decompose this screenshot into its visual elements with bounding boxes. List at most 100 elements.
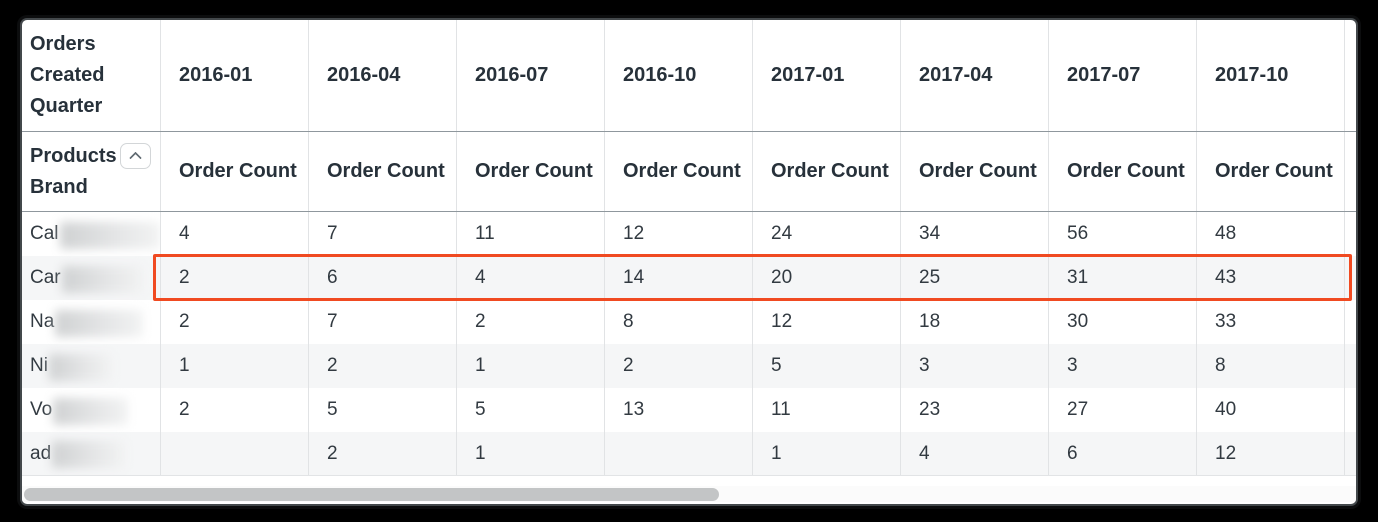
table-cell[interactable]: 1	[456, 344, 604, 388]
table-cell[interactable]	[160, 432, 308, 475]
clipped-next-column	[1344, 300, 1356, 344]
cell-value: 8	[1215, 355, 1226, 376]
column-header-2017-01[interactable]: 2017-01	[752, 20, 900, 131]
cell-value: 4	[179, 223, 190, 244]
table-cell[interactable]: 8	[604, 300, 752, 344]
measure-header-2016-07[interactable]: Order Count	[456, 132, 604, 211]
table-cell[interactable]: 23	[900, 388, 1048, 432]
column-header-2017-10[interactable]: 2017-10	[1196, 20, 1344, 131]
column-header-2016-10[interactable]: 2016-10	[604, 20, 752, 131]
table-cell[interactable]: 4	[900, 432, 1048, 475]
table-cell[interactable]: 56	[1048, 212, 1196, 256]
column-header-2017-07[interactable]: 2017-07	[1048, 20, 1196, 131]
column-header-label: 2016-04	[327, 64, 401, 86]
row-label-prefix: Vo	[30, 399, 53, 420]
cell-value: 5	[327, 399, 338, 420]
table-cell[interactable]: 2	[308, 432, 456, 475]
table-cell[interactable]: 14	[604, 256, 752, 300]
table-cell[interactable]: 13	[604, 388, 752, 432]
measure-header-2016-10[interactable]: Order Count	[604, 132, 752, 211]
table-cell[interactable]: 4	[456, 256, 604, 300]
table-cell[interactable]: 12	[1196, 432, 1344, 475]
row-label[interactable]: Car	[22, 256, 160, 300]
cell-value: 6	[327, 267, 338, 288]
cell-value: 4	[919, 442, 930, 464]
table-cell[interactable]: 7	[308, 300, 456, 344]
table-cell[interactable]: 31	[1048, 256, 1196, 300]
clipped-next-column	[1344, 344, 1356, 388]
table-cell[interactable]: 5	[752, 344, 900, 388]
row-dimension-header[interactable]: Orders Created Quarter	[22, 20, 160, 131]
table-cell[interactable]: 3	[1048, 344, 1196, 388]
table-cell[interactable]: 6	[1048, 432, 1196, 475]
table-cell[interactable]: 2	[308, 344, 456, 388]
measure-header-2017-10[interactable]: Order Count	[1196, 132, 1344, 211]
table-cell[interactable]: 2	[604, 344, 752, 388]
table-cell[interactable]	[604, 432, 752, 475]
table-cell[interactable]: 48	[1196, 212, 1344, 256]
table-cell[interactable]: 34	[900, 212, 1048, 256]
table-cell[interactable]: 2	[456, 300, 604, 344]
column-header-2016-07[interactable]: 2016-07	[456, 20, 604, 131]
measure-header-2017-04[interactable]: Order Count	[900, 132, 1048, 211]
cell-value: 48	[1215, 223, 1237, 244]
table-cell[interactable]: 6	[308, 256, 456, 300]
row-field-header[interactable]: Products Brand	[22, 132, 160, 211]
row-label[interactable]: ad	[22, 432, 160, 475]
table-cell[interactable]: 3	[900, 344, 1048, 388]
row-label[interactable]: Na	[22, 300, 160, 344]
row-label-prefix: Ni	[30, 355, 48, 376]
table-cell[interactable]: 12	[752, 300, 900, 344]
table-cell[interactable]: 40	[1196, 388, 1344, 432]
table-cell[interactable]: 25	[900, 256, 1048, 300]
cell-value: 12	[771, 311, 793, 332]
table-row: Vo 2 5 5 13 11 23 27 40	[22, 388, 1356, 432]
collapse-rows-button[interactable]	[119, 143, 151, 169]
table-cell[interactable]: 20	[752, 256, 900, 300]
redacted-text	[59, 221, 160, 249]
measure-header-label: Order Count	[1067, 160, 1185, 182]
row-label[interactable]: Ni	[22, 344, 160, 388]
column-header-2016-01[interactable]: 2016-01	[160, 20, 308, 131]
table-cell[interactable]: 33	[1196, 300, 1344, 344]
measure-header-label: Order Count	[327, 160, 445, 182]
table-cell[interactable]: 2	[160, 256, 308, 300]
table-cell[interactable]: 1	[752, 432, 900, 475]
table-cell[interactable]: 2	[160, 388, 308, 432]
table-cell[interactable]: 5	[456, 388, 604, 432]
table-cell[interactable]: 2	[160, 300, 308, 344]
cell-value: 2	[475, 311, 486, 332]
measure-header-2017-07[interactable]: Order Count	[1048, 132, 1196, 211]
table-cell[interactable]: 5	[308, 388, 456, 432]
table-cell[interactable]: 11	[456, 212, 604, 256]
column-header-2017-04[interactable]: 2017-04	[900, 20, 1048, 131]
cell-value: 1	[475, 355, 486, 376]
cell-value: 12	[623, 223, 645, 244]
table-cell[interactable]: 43	[1196, 256, 1344, 300]
table-cell[interactable]: 1	[456, 432, 604, 475]
cell-value: 40	[1215, 399, 1237, 420]
row-label[interactable]: Cal	[22, 212, 160, 256]
cell-value: 31	[1067, 267, 1089, 288]
row-label-prefix: Na	[30, 311, 55, 332]
table-cell[interactable]: 24	[752, 212, 900, 256]
table-cell[interactable]: 30	[1048, 300, 1196, 344]
table-cell[interactable]: 12	[604, 212, 752, 256]
cell-value: 2	[327, 442, 338, 464]
scrollbar-thumb[interactable]	[24, 488, 719, 501]
horizontal-scrollbar[interactable]	[22, 486, 1356, 502]
row-label[interactable]: Vo	[22, 388, 160, 432]
column-header-2016-04[interactable]: 2016-04	[308, 20, 456, 131]
table-cell[interactable]: 7	[308, 212, 456, 256]
measure-header-2017-01[interactable]: Order Count	[752, 132, 900, 211]
table-cell[interactable]: 27	[1048, 388, 1196, 432]
measure-header-label: Order Count	[919, 160, 1037, 182]
cell-value: 56	[1067, 223, 1089, 244]
table-cell[interactable]: 8	[1196, 344, 1344, 388]
measure-header-2016-04[interactable]: Order Count	[308, 132, 456, 211]
measure-header-2016-01[interactable]: Order Count	[160, 132, 308, 211]
table-cell[interactable]: 11	[752, 388, 900, 432]
table-cell[interactable]: 4	[160, 212, 308, 256]
table-cell[interactable]: 18	[900, 300, 1048, 344]
table-cell[interactable]: 1	[160, 344, 308, 388]
